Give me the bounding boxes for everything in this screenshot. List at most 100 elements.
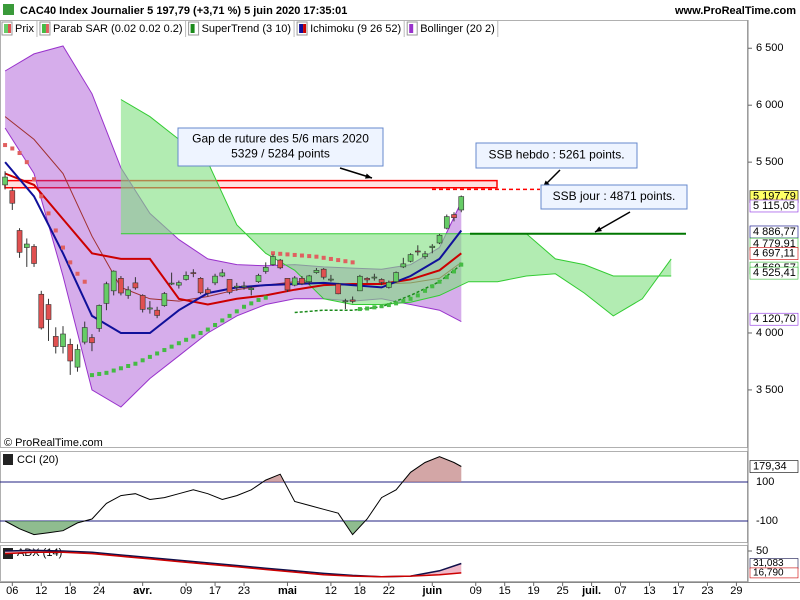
x-tick-label: 13: [643, 585, 655, 597]
legend-swatch: [8, 24, 11, 33]
sar-dot: [111, 368, 116, 373]
candle-body: [371, 276, 378, 279]
sar-dot: [220, 318, 225, 323]
sar-dot: [444, 275, 449, 280]
candle-body: [81, 327, 88, 343]
candle-body: [212, 275, 218, 284]
ichimoku-cloud: [120, 99, 672, 316]
candle-body: [378, 279, 385, 283]
candle-body: [190, 272, 197, 274]
sar-dot: [104, 370, 109, 375]
sar-dot: [68, 260, 73, 265]
y-tick-label: 50: [756, 545, 768, 557]
x-tick-label: 15: [499, 585, 511, 597]
candle-body: [96, 305, 103, 329]
sar-dot: [126, 364, 131, 368]
sar-dot: [242, 304, 247, 309]
candle-body: [74, 349, 81, 368]
sar-dot: [198, 330, 203, 335]
sar-dot: [147, 354, 152, 359]
price-label-box: [749, 312, 799, 326]
price-label-box: [749, 199, 799, 213]
price-plot: [2, 45, 672, 408]
candle-body: [205, 289, 211, 294]
candle-body: [16, 230, 23, 253]
last-value-label: 179,34: [753, 460, 787, 472]
candle-body: [176, 282, 182, 286]
sar-dot: [53, 228, 58, 233]
legend-swatch: [4, 24, 8, 33]
sar-dot: [234, 309, 239, 314]
sar-dot: [205, 327, 210, 332]
y-tick-label: 100: [756, 476, 774, 488]
sar-dot: [365, 306, 370, 311]
x-tick-label: 29: [730, 585, 742, 597]
sar-dot: [343, 259, 348, 264]
x-tick-label: 24: [93, 585, 105, 597]
annotation-text: Gap de ruture des 5/6 mars 2020: [192, 132, 369, 146]
sar-dot: [3, 143, 8, 148]
adx-line: [5, 551, 462, 578]
sar-dot: [249, 301, 254, 306]
sar-dot: [169, 344, 174, 349]
sar-dot: [437, 279, 442, 284]
sar-dot: [162, 348, 167, 353]
last-value-box: [749, 567, 799, 579]
candle-body: [342, 300, 349, 303]
candle-body: [429, 245, 436, 248]
x-tick-label: avr.: [133, 585, 152, 597]
candle-body: [415, 250, 421, 253]
annotation-text: SSB hebdo : 5261 points.: [488, 148, 624, 162]
candle-body: [110, 270, 117, 292]
x-tick-label: 17: [672, 585, 684, 597]
cci-fill-down: [5, 520, 462, 535]
sar-dot: [227, 313, 232, 318]
sar-dot: [452, 269, 457, 274]
sar-dot: [213, 323, 218, 327]
candle-body: [197, 278, 204, 294]
y-tick-label: 4 000: [756, 327, 784, 339]
sar-dot: [155, 351, 160, 356]
candle-body: [183, 275, 189, 280]
adx-fill: [5, 550, 462, 577]
price-label-box: [749, 266, 799, 280]
panel-title-icon: [3, 454, 13, 465]
sar-dot: [140, 358, 145, 363]
candle-body: [386, 281, 392, 288]
source: www.ProRealTime.com: [674, 5, 796, 17]
legend-swatch: [299, 24, 304, 33]
legend-swatch: [303, 24, 307, 33]
sar-dot: [307, 254, 312, 259]
annotation-box: [540, 184, 688, 210]
price-label: 4 779,91: [753, 238, 796, 250]
candle-body: [147, 307, 153, 310]
price-label: 4 886,77: [753, 226, 796, 238]
last-value-box: [749, 460, 799, 473]
price-label: 4 525,41: [753, 267, 796, 279]
candle-body: [23, 243, 30, 248]
sar-dot: [118, 366, 123, 371]
x-tick-label: 09: [470, 585, 482, 597]
annotation-text: SSB jour : 4871 points.: [553, 189, 676, 203]
candle-body: [299, 278, 305, 284]
legend-label: Ichimoku (9 26 52): [310, 23, 401, 35]
candle-body: [291, 277, 298, 286]
candle-body: [67, 344, 74, 362]
sar-dot: [270, 251, 275, 256]
cci-panel: [0, 451, 748, 543]
candle-body: [422, 253, 428, 257]
sar-dot: [379, 304, 384, 309]
price-label: 5 115,05: [753, 200, 795, 212]
candle-body: [226, 279, 233, 293]
legend-swatch: [409, 24, 414, 33]
adx-line: [5, 549, 462, 578]
sar-dot: [191, 334, 196, 339]
candle-body: [60, 333, 66, 347]
candle-body: [132, 282, 139, 289]
candle-body: [139, 295, 146, 310]
sar-dot: [256, 297, 261, 302]
x-tick-label: juin: [422, 585, 443, 597]
legend-label: Prix: [15, 23, 34, 35]
candle-body: [52, 336, 59, 347]
